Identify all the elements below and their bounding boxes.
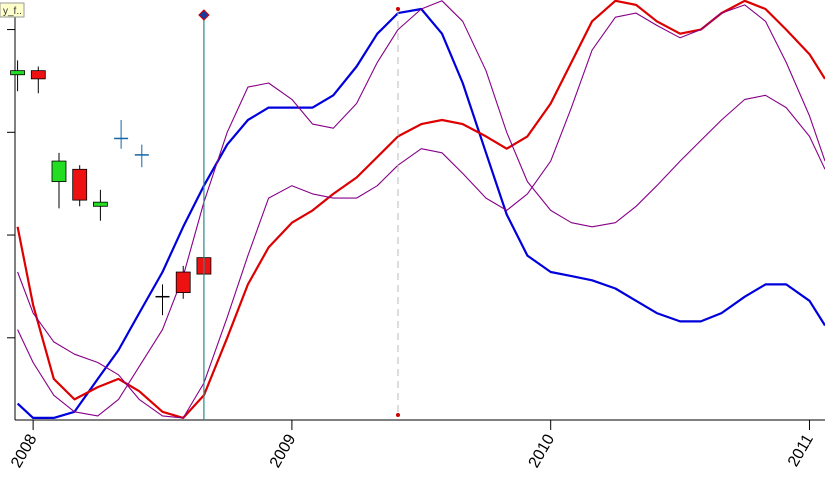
cursor-marker-diamond [198, 9, 210, 21]
candle-body-0 [10, 70, 25, 76]
header-tag-label: y_f.. [3, 6, 22, 17]
x-tick-label-1: 2009 [267, 431, 300, 470]
candles-group [10, 60, 212, 316]
x-tick-label-2: 2010 [526, 431, 559, 470]
markers-group [198, 7, 401, 420]
candle-body-4 [92, 201, 108, 207]
series-line-1 [16, 0, 825, 419]
series-line-0 [16, 7, 825, 419]
x-tick-label-0: 2008 [8, 431, 41, 470]
x-tick-labels-group: 2008 2009 2010 2011 [8, 431, 817, 470]
candle-body-8 [175, 271, 191, 293]
dashed-marker-bottom-dot [396, 413, 401, 417]
series-group [16, 0, 825, 419]
candle-body-1 [30, 70, 46, 80]
series-line-3 [17, 0, 825, 417]
x-tick-label-3: 2011 [785, 431, 817, 469]
series-line-2 [17, 4, 825, 419]
dashed-marker-top-dot [396, 7, 401, 11]
header-tag-box [0, 2, 25, 18]
header-tag[interactable]: y_f.. [0, 2, 25, 18]
candle-body-2 [51, 160, 67, 183]
axes-group [7, 9, 825, 430]
candle-body-3 [72, 168, 88, 201]
